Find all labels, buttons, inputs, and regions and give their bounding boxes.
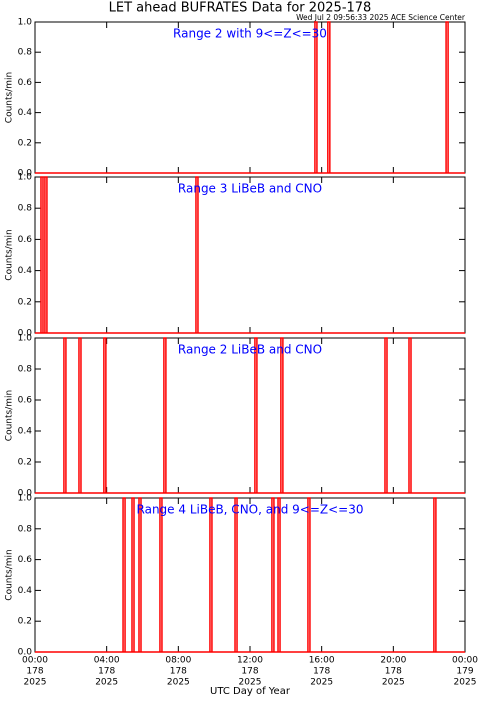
x-tick-label: 04:00 [94, 656, 120, 666]
x-axis-label: UTC Day of Year [210, 686, 291, 697]
x-tick-day: 178 [313, 667, 330, 677]
y-tick-label: 0.8 [18, 365, 33, 375]
y-axis-label: Counts/min [5, 229, 15, 280]
spike [277, 497, 281, 652]
annotation: Range 4 LiBeB, CNO, and 9<=Z<=30 [137, 503, 364, 517]
x-tick-label: 16:00 [309, 656, 335, 666]
spike [78, 337, 82, 493]
annotation: Range 2 LiBeB and CNO [178, 343, 322, 357]
y-axis-label: Counts/min [5, 549, 15, 600]
x-tick-year: 2025 [95, 678, 118, 688]
spike [433, 497, 437, 652]
spike [138, 497, 142, 652]
y-tick-label: 0.2 [18, 138, 32, 148]
y-tick-label: 1.0 [18, 18, 33, 28]
x-tick-day: 178 [170, 667, 187, 677]
spike [159, 497, 163, 652]
x-tick-year: 2025 [310, 678, 333, 688]
y-tick-label: 0.6 [18, 555, 33, 565]
y-axis-label: Counts/min [5, 390, 15, 441]
spike [131, 497, 135, 652]
x-tick-year: 2025 [167, 678, 190, 688]
spike [209, 497, 213, 652]
y-tick-label: 0.0 [18, 169, 33, 179]
x-tick-day: 179 [456, 667, 473, 677]
y-tick-label: 0.4 [18, 108, 33, 118]
y-tick-label: 1.0 [18, 494, 33, 504]
x-tick-year: 2025 [382, 678, 405, 688]
spike [314, 21, 318, 173]
x-tick-year: 2025 [454, 678, 477, 688]
x-tick-label: 00:00 [22, 656, 48, 666]
x-tick-day: 178 [385, 667, 402, 677]
y-tick-label: 0.2 [18, 617, 32, 627]
spike [40, 176, 44, 333]
spike [307, 497, 311, 652]
spike [408, 337, 412, 493]
x-tick-day: 178 [98, 667, 115, 677]
y-tick-label: 0.4 [18, 586, 33, 596]
y-tick-label: 0.0 [18, 329, 33, 339]
annotation: Range 3 LiBeB and CNO [178, 182, 322, 196]
spike [445, 21, 449, 173]
x-tick-day: 178 [241, 667, 258, 677]
y-tick-label: 0.0 [18, 648, 33, 658]
spike [327, 21, 331, 173]
x-tick-label: 12:00 [237, 656, 263, 666]
timestamp: Wed Jul 2 09:56:33 2025 ACE Science Cent… [296, 13, 466, 22]
chart-title: LET ahead BUFRATES Data for 2025-178 [109, 1, 372, 16]
spike [280, 337, 284, 493]
x-tick-year: 2025 [239, 678, 262, 688]
y-tick-label: 0.0 [18, 489, 33, 499]
spike [254, 337, 258, 493]
y-tick-label: 0.4 [18, 266, 33, 276]
spike [44, 176, 48, 333]
y-tick-label: 0.2 [18, 458, 32, 468]
x-tick-year: 2025 [24, 678, 47, 688]
y-tick-label: 0.6 [18, 235, 33, 245]
x-tick-day: 178 [26, 667, 43, 677]
y-tick-label: 0.6 [18, 78, 33, 88]
y-tick-label: 1.0 [18, 334, 33, 344]
spike [163, 337, 167, 493]
y-tick-label: 0.8 [18, 524, 33, 534]
y-tick-label: 0.8 [18, 204, 33, 214]
y-tick-label: 1.0 [18, 173, 33, 183]
y-tick-label: 0.4 [18, 427, 33, 437]
y-tick-label: 0.2 [18, 297, 32, 307]
spike [384, 337, 388, 493]
x-tick-label: 20:00 [380, 656, 406, 666]
y-axis-label: Counts/min [5, 72, 15, 123]
spike [122, 497, 126, 652]
y-tick-label: 0.6 [18, 396, 33, 406]
spike [63, 337, 67, 493]
annotation: Range 2 with 9<=Z<=30 [173, 27, 327, 41]
spike [271, 497, 275, 652]
x-tick-label: 00:00 [452, 656, 478, 666]
spike [234, 497, 238, 652]
y-tick-label: 0.8 [18, 48, 33, 58]
spike [103, 337, 107, 493]
spike [195, 176, 199, 333]
x-tick-label: 08:00 [165, 656, 191, 666]
